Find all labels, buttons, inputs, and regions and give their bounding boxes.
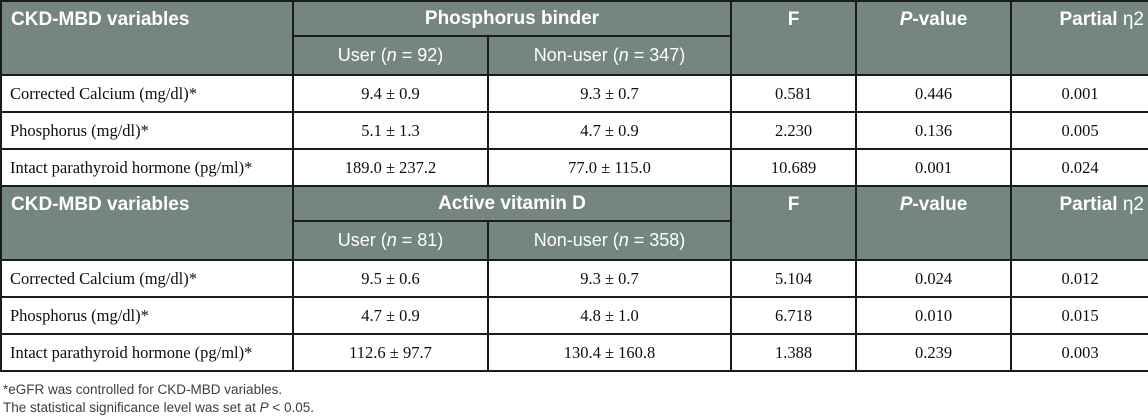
section1-f-header: F [730, 0, 857, 76]
user-value: 189.0 ± 237.2 [292, 148, 489, 187]
ckd-mbd-comparison-table: CKD-MBD variables Phosphorus binder F P-… [0, 0, 1148, 372]
nonuser-value: 9.3 ± 0.7 [487, 259, 732, 298]
table-row: Phosphorus (mg/dl)* 4.7 ± 0.9 4.8 ± 1.0 … [0, 296, 1148, 335]
section1-user-subheader: User (n = 92) [292, 35, 489, 76]
section1-group-header: Phosphorus binder [292, 0, 732, 37]
table-row: Intact parathyroid hormone (pg/ml)* 189.… [0, 148, 1148, 187]
section2-partial-eta-header: Partial η2 [1010, 185, 1148, 261]
section2-variables-header: CKD-MBD variables [0, 185, 294, 261]
user-value: 112.6 ± 97.7 [292, 333, 489, 372]
table-row: Phosphorus (mg/dl)* 5.1 ± 1.3 4.7 ± 0.9 … [0, 111, 1148, 150]
table-footnotes: *eGFR was controlled for CKD-MBD variabl… [3, 381, 1148, 417]
section2-subheader-row: User (n = 81) Non-user (n = 358) [1, 220, 1148, 261]
nonuser-value: 9.3 ± 0.7 [487, 74, 732, 113]
row-variable-label: Intact parathyroid hormone (pg/ml)* [0, 148, 294, 187]
pvalue-italic-p: P [899, 9, 913, 30]
section1-subheader-row: User (n = 92) Non-user (n = 347) [1, 35, 1148, 76]
p-value: 0.010 [855, 296, 1012, 335]
p-value: 0.446 [855, 74, 1012, 113]
nonuser-value: 4.8 ± 1.0 [487, 296, 732, 335]
partial-eta-value: 0.001 [1010, 74, 1148, 113]
eta-squared-symbol: η2 [1117, 194, 1144, 215]
p-value: 0.239 [855, 333, 1012, 372]
partial-eta-value: 0.005 [1010, 111, 1148, 150]
italic-n: n [618, 230, 629, 250]
table-row: Corrected Calcium (mg/dl)* 9.4 ± 0.9 9.3… [0, 74, 1148, 113]
partial-label: Partial [1059, 9, 1118, 30]
partial-label: Partial [1059, 194, 1118, 215]
row-variable-label: Intact parathyroid hormone (pg/ml)* [0, 333, 294, 372]
section1-partial-eta-header: Partial η2 [1010, 0, 1148, 76]
section2-user-subheader: User (n = 81) [292, 220, 489, 261]
nonuser-value: 4.7 ± 0.9 [487, 111, 732, 150]
footnote-significance: The statistical significance level was s… [3, 400, 315, 415]
section2-group-header: Active vitamin D [292, 185, 732, 222]
pvalue-rest: -value [912, 194, 968, 215]
row-variable-label: Corrected Calcium (mg/dl)* [0, 259, 294, 298]
p-value: 0.001 [855, 148, 1012, 187]
f-value: 10.689 [730, 148, 857, 187]
table-row: Intact parathyroid hormone (pg/ml)* 112.… [0, 333, 1148, 372]
partial-eta-value: 0.015 [1010, 296, 1148, 335]
section1-header-row: CKD-MBD variables Phosphorus binder F P-… [0, 0, 1148, 76]
section2-pvalue-header: P-value [855, 185, 1012, 261]
pvalue-italic-p: P [899, 194, 913, 215]
partial-eta-value: 0.003 [1010, 333, 1148, 372]
f-value: 2.230 [730, 111, 857, 150]
section2-nonuser-subheader: Non-user (n = 358) [487, 220, 732, 261]
pvalue-rest: -value [912, 9, 968, 30]
footnote-egfr: *eGFR was controlled for CKD-MBD variabl… [3, 382, 283, 397]
partial-eta-value: 0.012 [1010, 259, 1148, 298]
italic-n: n [618, 45, 629, 65]
f-value: 0.581 [730, 74, 857, 113]
row-variable-label: Corrected Calcium (mg/dl)* [0, 74, 294, 113]
partial-eta-value: 0.024 [1010, 148, 1148, 187]
section1-variables-header: CKD-MBD variables [0, 0, 294, 76]
user-value: 4.7 ± 0.9 [292, 296, 489, 335]
user-value: 9.5 ± 0.6 [292, 259, 489, 298]
f-value: 1.388 [730, 333, 857, 372]
table-row: Corrected Calcium (mg/dl)* 9.5 ± 0.6 9.3… [0, 259, 1148, 298]
row-variable-label: Phosphorus (mg/dl)* [0, 296, 294, 335]
section2-header-row: CKD-MBD variables Active vitamin D F P-v… [0, 185, 1148, 261]
user-value: 5.1 ± 1.3 [292, 111, 489, 150]
section1-pvalue-header: P-value [855, 0, 1012, 76]
italic-n: n [386, 230, 397, 250]
section1-nonuser-subheader: Non-user (n = 347) [487, 35, 732, 76]
eta-squared-symbol: η2 [1117, 9, 1144, 30]
section2-f-header: F [730, 185, 857, 261]
row-variable-label: Phosphorus (mg/dl)* [0, 111, 294, 150]
user-value: 9.4 ± 0.9 [292, 74, 489, 113]
nonuser-value: 130.4 ± 160.8 [487, 333, 732, 372]
f-value: 5.104 [730, 259, 857, 298]
italic-n: n [386, 45, 397, 65]
p-value: 0.136 [855, 111, 1012, 150]
nonuser-value: 77.0 ± 115.0 [487, 148, 732, 187]
p-value: 0.024 [855, 259, 1012, 298]
italic-p: P [259, 400, 269, 415]
f-value: 6.718 [730, 296, 857, 335]
